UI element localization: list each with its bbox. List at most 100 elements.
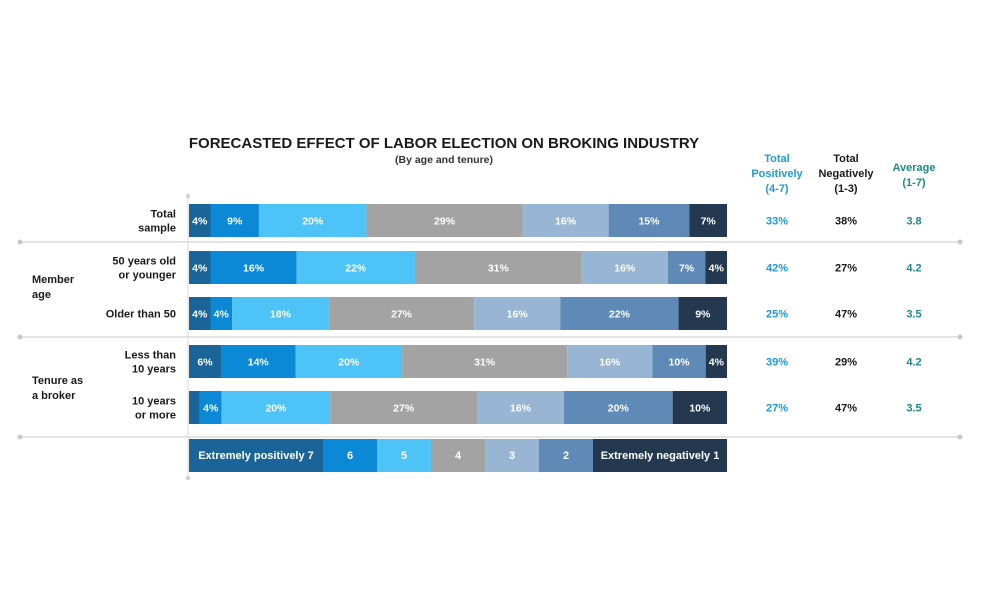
bar-segment: [210, 204, 259, 237]
summary-value: 33%: [766, 216, 788, 228]
bar-segment: [232, 297, 329, 330]
bar-value-label: 4%: [192, 309, 208, 321]
legend-swatch: [189, 439, 323, 472]
bar-value-label: 10%: [689, 403, 711, 415]
bar-value-label: 16%: [614, 263, 636, 275]
bar-value-label: 10%: [669, 357, 691, 369]
column-header: (1-3): [834, 183, 858, 195]
summary-value: 3.5: [906, 309, 921, 321]
bar-segment: [672, 391, 727, 424]
summary-value: 4.2: [906, 357, 921, 369]
bar-segment: [189, 391, 200, 424]
bar-value-label: 22%: [609, 309, 631, 321]
bar-value-label: 9%: [695, 309, 711, 321]
row-label: Older than 50: [106, 309, 176, 321]
summary-value: 27%: [766, 403, 788, 415]
bar-value-label: 7%: [701, 216, 717, 228]
separator-dot: [957, 434, 963, 440]
summary-value: 42%: [766, 263, 788, 275]
bar-value-label: 4%: [709, 357, 725, 369]
bar-segment: [402, 345, 568, 378]
bar-segment: [522, 204, 609, 237]
bar-value-label: 4%: [192, 216, 208, 228]
bar-value-label: 6%: [197, 357, 213, 369]
legend-label: 2: [563, 450, 569, 462]
summary-value: 38%: [835, 216, 857, 228]
legend-label: 3: [509, 450, 515, 462]
bar-segment: [296, 251, 415, 284]
group-label: Member: [32, 274, 75, 286]
bar-value-label: 16%: [555, 216, 577, 228]
summary-value: 25%: [766, 309, 788, 321]
summary-value: 3.5: [906, 403, 921, 415]
legend-label: 4: [455, 450, 462, 462]
bar-segment: [189, 204, 211, 237]
bar-segment: [220, 345, 296, 378]
bar-value-label: 7%: [679, 263, 695, 275]
bar-value-label: 4%: [192, 263, 208, 275]
bar-segment: [652, 345, 706, 378]
summary-columns: 33% 38% 3.8 42% 27% 4.2 25% 47% 3.5 39% 29% 4.2 27% 4…: [751, 153, 935, 415]
summary-value: 27%: [835, 263, 857, 275]
legend-label: 6: [347, 450, 353, 462]
column-header: Total: [764, 153, 789, 165]
row-label: or more: [135, 410, 176, 422]
bar-value-label: 27%: [393, 403, 415, 415]
bar-value-label: 4%: [214, 309, 230, 321]
bar-value-label: 27%: [391, 309, 413, 321]
bar-value-label: 4%: [709, 263, 725, 275]
bar-value-label: 20%: [265, 403, 287, 415]
row-label: 10 years: [132, 364, 176, 376]
bar-segment: [567, 345, 653, 378]
bar-value-label: 15%: [638, 216, 660, 228]
bar-segment: [705, 345, 727, 378]
column-header: Total: [833, 153, 858, 165]
legend-swatch: [593, 439, 727, 472]
separator-dot: [957, 334, 963, 340]
chart-subtitle: (By age and tenure): [395, 154, 493, 166]
row-label: 50 years old: [112, 256, 176, 268]
bar-value-label: 16%: [599, 357, 621, 369]
bar-value-label: 18%: [270, 309, 292, 321]
bar-segment: [189, 297, 211, 330]
bar-segment: [563, 391, 673, 424]
column-header: Positively: [751, 168, 803, 180]
bar-segment: [667, 251, 706, 284]
row-label: sample: [138, 223, 176, 235]
summary-value: 4.2: [906, 263, 921, 275]
bar-segment: [210, 251, 297, 284]
bar-segment: [477, 391, 564, 424]
bar-segment: [474, 297, 561, 330]
group-label: Tenure as: [32, 375, 83, 387]
column-header: Average: [892, 162, 935, 174]
legend-label: 5: [401, 450, 407, 462]
legend-label: Extremely negatively 1: [601, 450, 720, 462]
group-label: a broker: [32, 390, 76, 402]
separator-dot: [17, 239, 23, 245]
bars: 4% 9% 20% 29% 16% 15% 7% 4% 16% 22% 31% 16% 7% 4% 4% 4%…: [189, 204, 727, 424]
column-header: (4-7): [765, 183, 789, 195]
legend-swatch: [377, 439, 431, 472]
row-label: or younger: [119, 270, 177, 282]
bar-segment: [678, 297, 727, 330]
legend-swatch: [485, 439, 539, 472]
bar-value-label: 16%: [510, 403, 532, 415]
bar-segment: [210, 297, 233, 330]
row-label: 10 years: [132, 396, 176, 408]
summary-value: 47%: [835, 403, 857, 415]
bar-value-label: 20%: [338, 357, 360, 369]
bar-value-label: 20%: [302, 216, 324, 228]
bar-value-label: 9%: [227, 216, 243, 228]
gridlines: [17, 193, 963, 481]
column-header: Negatively: [818, 168, 874, 180]
separator-dot: [17, 334, 23, 340]
bar-value-label: 31%: [488, 263, 510, 275]
separator-dot: [957, 239, 963, 245]
separator-dot: [17, 434, 23, 440]
bar-segment: [328, 297, 475, 330]
bar-segment: [330, 391, 478, 424]
legend: Extremely positively 7 6 5 4 3 2 Extremely neg…: [189, 439, 727, 472]
bar-segment: [581, 251, 668, 284]
row-labels: Total sample 50 years old or younger Older t…: [32, 209, 177, 422]
